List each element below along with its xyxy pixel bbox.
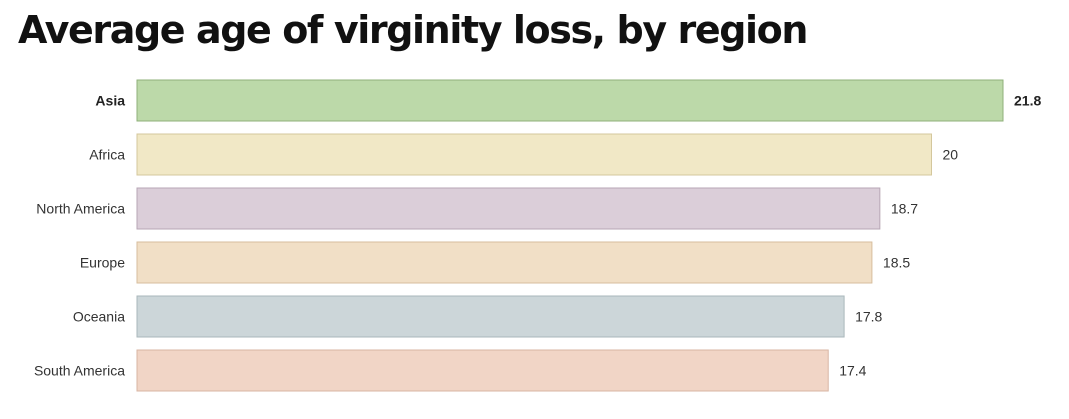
bars-group: Asia 21.8 Africa 20 North America 18.7 Europe 1…	[34, 79, 1041, 392]
category-label-asia: Asia	[95, 93, 125, 109]
value-label-oceania: 17.8	[855, 309, 882, 325]
value-label-south-america: 17.4	[839, 363, 866, 379]
bar-africa	[136, 133, 932, 176]
value-label-europe: 18.5	[883, 255, 910, 271]
value-label-north-america: 18.7	[891, 201, 918, 217]
chart-title: Average age of virginity loss, by region	[18, 8, 808, 52]
category-label-oceania: Oceania	[73, 309, 125, 325]
value-label-asia: 21.8	[1014, 93, 1041, 109]
category-label-europe: Europe	[80, 255, 125, 271]
bar-asia	[136, 79, 1004, 122]
category-label-south-america: South America	[34, 363, 125, 379]
value-label-africa: 20	[942, 147, 958, 163]
bar-north-america	[136, 187, 881, 230]
category-label-north-america: North America	[36, 201, 125, 217]
bar-europe	[136, 241, 873, 284]
bar-oceania	[136, 295, 845, 338]
category-label-africa: Africa	[89, 147, 125, 163]
bar-south-america	[136, 349, 829, 392]
